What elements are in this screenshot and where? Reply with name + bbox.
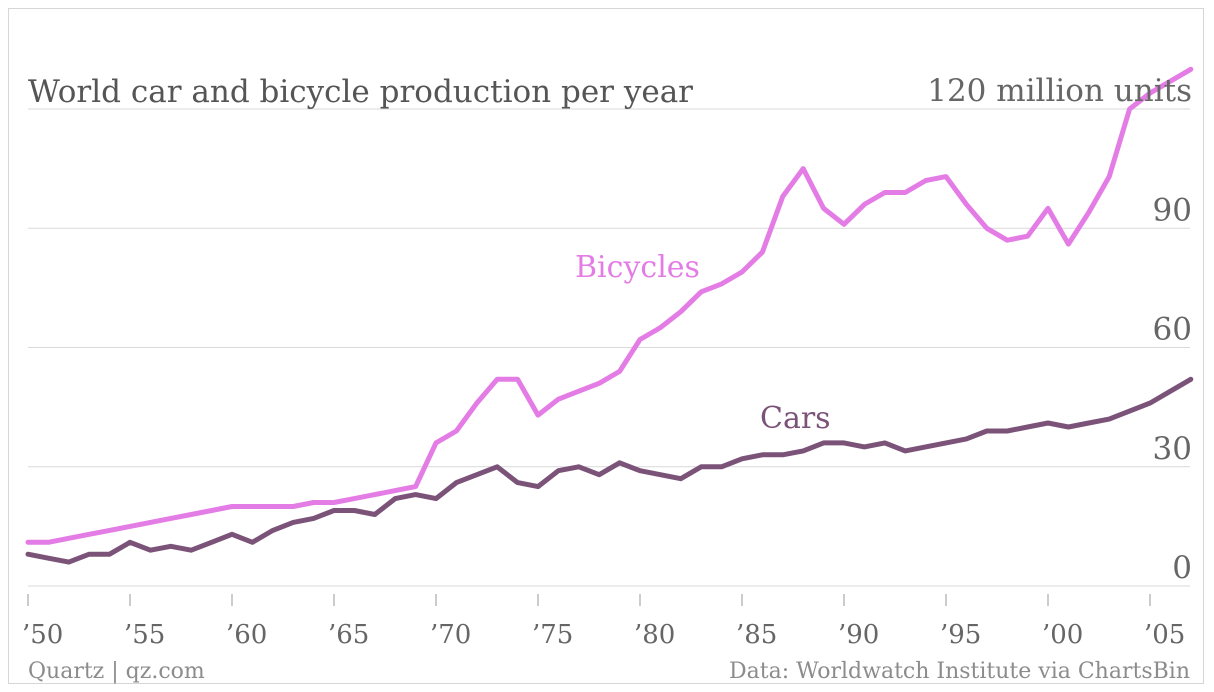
footer-credit: Quartz | qz.com [28, 659, 205, 684]
y-tick-labels: 120 million units 90 60 30 0 [927, 73, 1192, 586]
series-line-cars [25, 376, 1194, 565]
gridlines [28, 108, 1190, 587]
series-lines [25, 66, 1194, 565]
x-tick-label: ’00 [1042, 620, 1083, 650]
y-tick-label: 90 [1153, 192, 1192, 228]
x-tick-label: ’50 [22, 620, 63, 650]
chart-frame [8, 8, 1204, 684]
x-tick-label: ’90 [838, 620, 879, 650]
x-tick-label: ’65 [328, 620, 369, 650]
y-tick-label: 60 [1153, 312, 1192, 348]
x-tick-label: ’55 [124, 620, 165, 650]
x-tick-label: ’60 [226, 620, 267, 650]
series-label-cars: Cars [760, 401, 831, 436]
series-line-bicycles [25, 66, 1194, 545]
y-tick-label: 0 [1172, 550, 1192, 586]
x-tick-label: ’70 [430, 620, 471, 650]
x-tick-label: ’95 [940, 620, 981, 650]
chart-title: World car and bicycle production per yea… [28, 74, 693, 110]
x-tick-label: ’85 [736, 620, 777, 650]
x-tick-label: ’75 [532, 620, 573, 650]
series-label-bicycles: Bicycles [575, 250, 700, 285]
footer-source: Data: Worldwatch Institute via ChartsBin [729, 659, 1190, 684]
y-tick-label: 120 million units [927, 73, 1192, 109]
x-tick-label: ’80 [634, 620, 675, 650]
y-tick-label: 30 [1153, 431, 1192, 467]
x-tick-label: ’05 [1144, 620, 1185, 650]
x-tick-labels: ’50 ’55 ’60 ’65 ’70 ’75 ’80 ’85 ’90 ’95 ’00 ’05 [22, 594, 1185, 650]
